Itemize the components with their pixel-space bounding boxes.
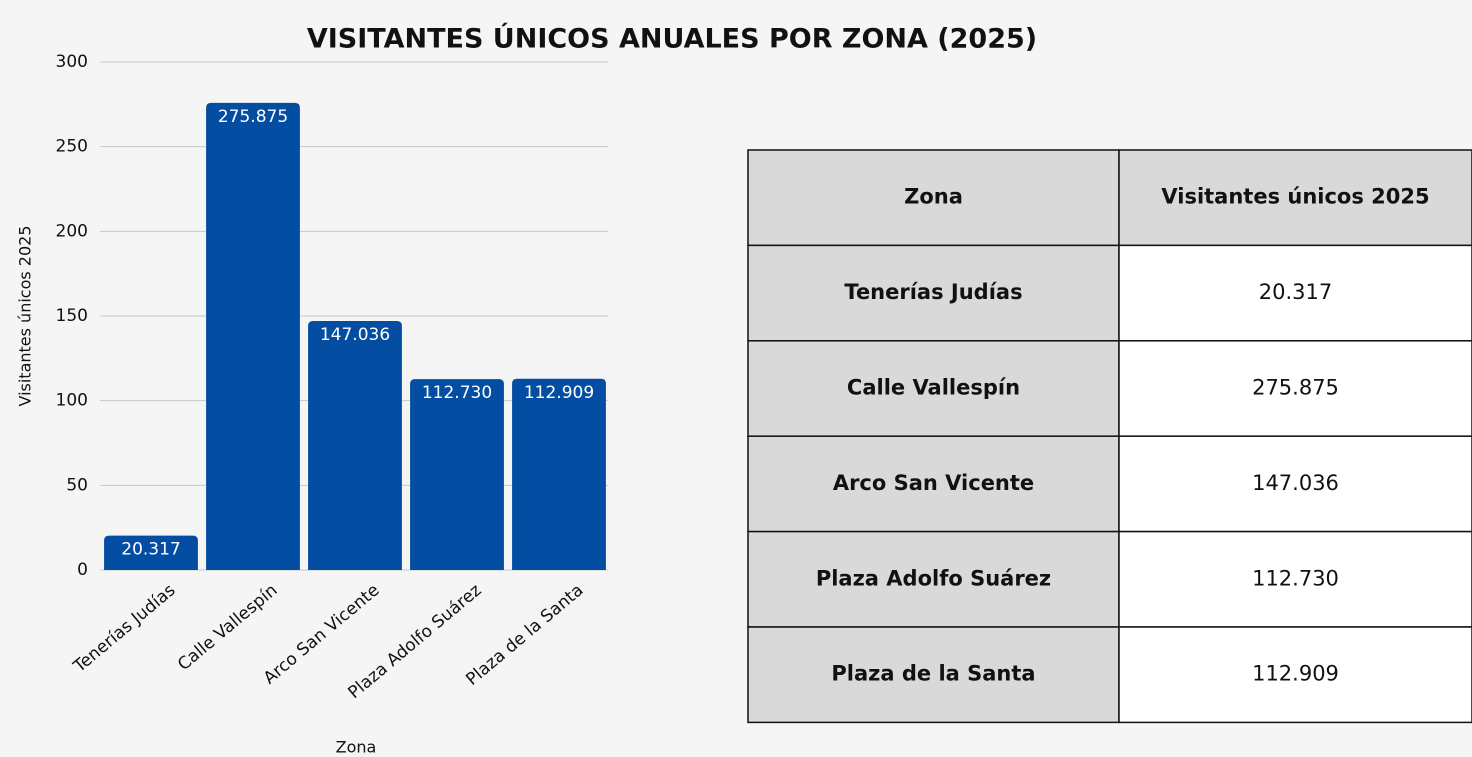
table-cell-text: 20.317 [1259, 280, 1332, 304]
table-cell [1118, 626, 1472, 724]
table-header-text: Plaza de la Santa [831, 662, 1035, 686]
table-cell-text: 275.875 [1252, 376, 1339, 400]
table-cell-text: 112.909 [1252, 662, 1339, 686]
bar [206, 102, 300, 570]
table-cell-text: 147.036 [1252, 471, 1339, 495]
data-label: 20.317 [121, 540, 180, 560]
table-cell [1118, 340, 1472, 437]
table-cell-text: 112.730 [1252, 566, 1339, 590]
data-label: 147.036 [320, 325, 390, 345]
table-header-text: Plaza Adolfo Suárez [816, 566, 1051, 590]
table-header-text: Tenerías Judías [844, 280, 1022, 304]
table-header-text: Arco San Vicente [833, 471, 1034, 495]
bar [308, 321, 402, 570]
chart-title: VISITANTES ÚNICOS ANUALES POR ZONA (2025… [307, 23, 1037, 55]
x-axis-label: Zona [336, 738, 377, 757]
y-tick-label: 200 [56, 221, 88, 241]
table-header-text: Visitantes únicos 2025 [1161, 185, 1429, 209]
y-tick-label: 0 [77, 560, 88, 580]
y-tick-label: 100 [56, 391, 88, 411]
y-tick-label: 300 [56, 52, 88, 72]
x-tick-label: Calle Vallespín [174, 580, 281, 675]
data-label: 112.909 [524, 383, 594, 403]
table-header-text: Zona [904, 185, 963, 209]
table-cell [747, 530, 1120, 628]
data-label: 275.875 [218, 107, 288, 127]
bar [512, 378, 606, 570]
table-cell [1118, 149, 1472, 247]
table-header-text: Calle Vallespín [847, 376, 1020, 400]
bar [104, 535, 198, 570]
y-axis-label: Visitantes únicos 2025 [16, 225, 35, 406]
table-cell [1118, 530, 1472, 628]
x-tick-label: Tenerías Judías [69, 580, 179, 677]
table-cell [1118, 244, 1472, 342]
table-cell [747, 626, 1120, 724]
data-label: 112.730 [422, 383, 492, 403]
table-cell [1118, 435, 1472, 533]
y-tick-label: 250 [56, 137, 88, 157]
y-tick-label: 150 [56, 306, 88, 326]
bar [410, 379, 504, 570]
y-tick-label: 50 [66, 475, 88, 495]
